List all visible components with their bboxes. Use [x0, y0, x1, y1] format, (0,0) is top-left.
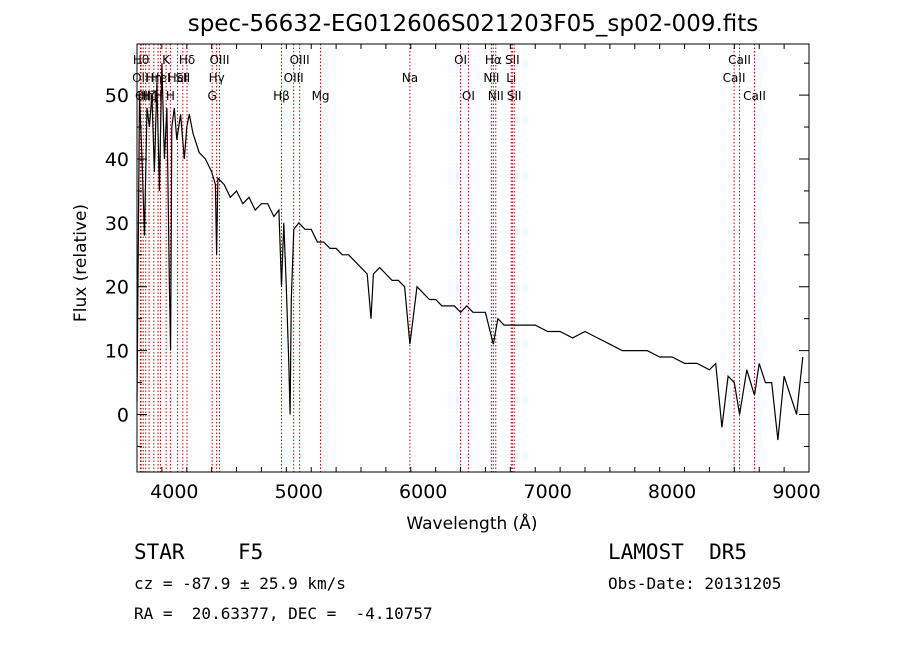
- line-marker-label: G: [208, 89, 217, 103]
- plot-frame: [136, 43, 810, 473]
- line-marker-label: Hδ: [179, 53, 195, 67]
- line-marker-label: OIII: [284, 71, 304, 85]
- y-tick-label: 10: [105, 341, 129, 363]
- line-marker-label: Hη: [145, 71, 162, 85]
- object-class: STAR: [134, 540, 185, 564]
- x-tick-label: 6000: [399, 481, 447, 503]
- line-marker-label: Na: [402, 71, 418, 85]
- line-marker-label: NII: [483, 71, 499, 85]
- x-axis-label: Wavelength (Å): [406, 512, 537, 534]
- line-marker-label: H: [166, 89, 175, 103]
- line-marker-label: HeI: [168, 71, 188, 85]
- line-marker-label: NII: [488, 89, 504, 103]
- y-tick-label: 20: [105, 277, 129, 299]
- object-subclass: F5: [238, 540, 264, 564]
- emission-line-markers: HθOIIOIIHηHζHηHHeIKHHeISIIHδGHγOIIIHβOII…: [132, 44, 766, 472]
- redshift-velocity: cz = -87.9 ± 25.9 km/s: [134, 574, 346, 593]
- line-marker-label: Hθ: [133, 53, 149, 67]
- y-tick-label: 40: [105, 149, 129, 171]
- line-marker-label: HeI: [151, 71, 171, 85]
- y-tick-label: 50: [105, 85, 129, 107]
- y-tick-label: 30: [105, 213, 129, 235]
- line-marker-label: Hβ: [273, 89, 290, 103]
- x-tick-label: 5000: [275, 481, 323, 503]
- chart-title: spec-56632-EG012606S021203F05_sp02-009.f…: [188, 11, 759, 37]
- observation-date: Obs-Date: 20131205: [608, 574, 782, 593]
- x-tick-label: 4000: [150, 481, 198, 503]
- line-marker-label: OIII: [290, 53, 310, 67]
- line-marker-label: CaII: [723, 71, 746, 85]
- line-marker-label: OII: [132, 71, 149, 85]
- line-marker-label: Hα: [485, 53, 502, 67]
- line-marker-label: CaII: [728, 53, 751, 67]
- line-marker-label: Hζ: [141, 89, 157, 103]
- line-marker-label: CaII: [743, 89, 766, 103]
- line-marker-label: Hγ: [209, 71, 225, 85]
- line-marker-label: SII: [507, 89, 522, 103]
- line-marker-label: Li: [506, 71, 516, 85]
- line-marker-label: Mg: [312, 89, 330, 103]
- sky-coordinates: RA = 20.63377, DEC = -4.10757: [134, 604, 433, 623]
- line-marker-label: SII: [175, 71, 190, 85]
- y-axis-ticks: 0 10 20 30 40 50: [105, 62, 809, 447]
- x-tick-label: 9000: [772, 481, 820, 503]
- spectrum-line: [136, 63, 804, 441]
- line-marker-label: K: [162, 53, 171, 67]
- line-marker-label: OI: [454, 53, 467, 67]
- line-marker-label: OIII: [209, 53, 229, 67]
- line-marker-label: H: [154, 89, 163, 103]
- y-axis-label: Flux (relative): [71, 204, 91, 322]
- y-tick-label: 0: [117, 405, 129, 427]
- survey-name: LAMOST DR5: [608, 540, 748, 564]
- line-marker-label: SII: [505, 53, 520, 67]
- x-tick-label: 7000: [523, 481, 571, 503]
- line-marker-label: Hη: [137, 89, 154, 103]
- line-marker-label: OI: [462, 89, 475, 103]
- x-axis-ticks: 4000 5000 6000 7000 8000 9000: [136, 44, 821, 503]
- x-tick-label: 8000: [648, 481, 696, 503]
